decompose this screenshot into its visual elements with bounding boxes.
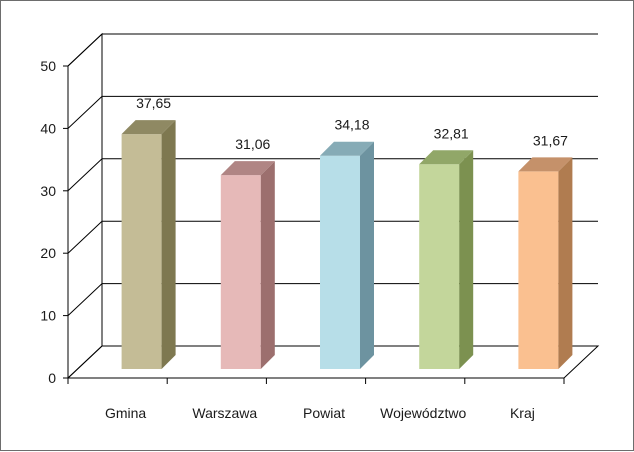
bar-powiat [320,141,374,369]
data-label: 31,06 [235,136,270,152]
bar-side [459,150,474,369]
bar-front [320,155,360,369]
data-label: 37,65 [136,95,171,111]
bar-front [419,164,460,369]
y-tick-label: 20 [40,245,56,261]
bar-top [121,120,176,135]
bar-side [260,161,275,369]
x-category-label: Kraj [510,405,535,421]
bar-side [161,120,176,370]
bar-gmina [121,120,176,370]
bar-top [220,161,275,176]
bar-kraj [518,157,573,369]
x-category-label: Powiat [303,405,345,421]
x-category-label: Warszawa [192,405,257,421]
bar-top [419,150,474,165]
gridline [67,95,598,129]
y-tick-label: 40 [40,120,56,136]
y-tick-label: 10 [40,308,56,324]
bar-front [121,134,162,369]
bar-front [220,175,261,369]
bar-top [320,141,374,156]
bar-front [518,171,559,369]
gridline [67,33,598,67]
bar-side [558,157,573,369]
bar-województwo [419,150,474,369]
bar-side [360,141,374,369]
y-tick-label: 0 [48,370,56,386]
bar-warszawa [220,161,275,369]
y-tick-label: 50 [40,58,56,74]
x-category-label: Gmina [105,405,146,421]
data-label: 32,81 [434,125,469,141]
data-label: 31,67 [533,132,568,148]
y-tick-label: 30 [40,183,56,199]
data-label: 34,18 [334,117,369,133]
side-wall [67,32,103,380]
bar-top [518,157,573,172]
x-category-label: Województwo [380,405,466,421]
